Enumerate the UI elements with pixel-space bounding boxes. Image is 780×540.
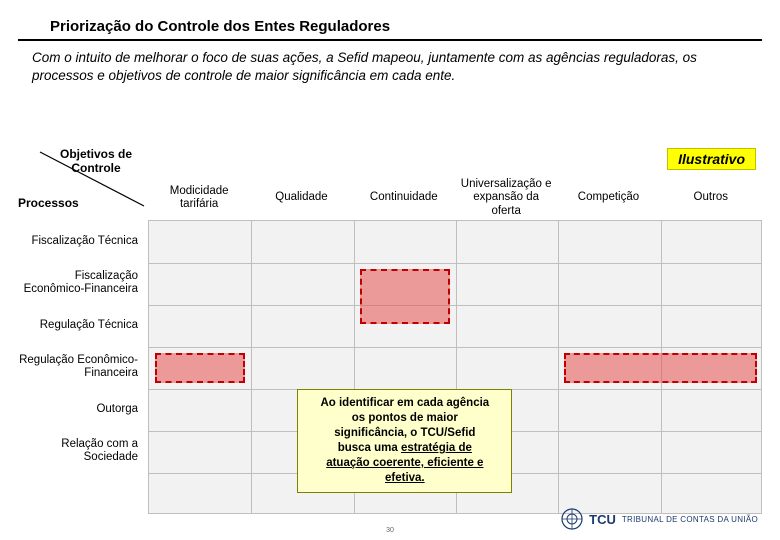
row-label: Fiscalização Técnica bbox=[18, 220, 146, 262]
row-label: Regulação Econômico-Financeira bbox=[18, 346, 146, 388]
grid-hline bbox=[149, 305, 761, 306]
column-headers: Modicidade tarifáriaQualidadeContinuidad… bbox=[148, 178, 762, 218]
callout-box: Ao identificar em cada agênciaos pontos … bbox=[297, 389, 512, 493]
axis-x-label: Processos bbox=[18, 196, 118, 210]
highlight-box bbox=[564, 353, 757, 383]
grid-vline bbox=[251, 221, 252, 513]
page-title: Priorização do Controle dos Entes Regula… bbox=[18, 0, 762, 41]
column-header: Universalização e expansão da oferta bbox=[455, 178, 557, 218]
row-label: Fiscalização Econômico-Financeira bbox=[18, 262, 146, 304]
column-header: Competição bbox=[557, 178, 659, 218]
column-header: Outros bbox=[660, 178, 762, 218]
page-number: 30 bbox=[386, 527, 394, 534]
grid-vline bbox=[558, 221, 559, 513]
highlight-box bbox=[155, 353, 245, 383]
grid-hline bbox=[149, 347, 761, 348]
row-labels: Fiscalização TécnicaFiscalização Econômi… bbox=[18, 220, 146, 472]
footer-logo: TCU TRIBUNAL DE CONTAS DA UNIÃO bbox=[561, 508, 758, 530]
highlight-box bbox=[360, 269, 450, 324]
row-label: Regulação Técnica bbox=[18, 304, 146, 346]
page-subtitle: Com o intuito de melhorar o foco de suas… bbox=[0, 41, 780, 84]
column-header: Continuidade bbox=[353, 178, 455, 218]
column-header: Qualidade bbox=[250, 178, 352, 218]
illustrative-badge: Ilustrativo bbox=[667, 148, 756, 170]
tcu-logo-icon bbox=[561, 508, 583, 530]
axis-y-label: Objetivos de Controle bbox=[54, 148, 138, 176]
row-label: Relação com a Sociedade bbox=[18, 430, 146, 472]
logo-long: TRIBUNAL DE CONTAS DA UNIÃO bbox=[622, 515, 758, 524]
column-header: Modicidade tarifária bbox=[148, 178, 250, 218]
logo-short: TCU bbox=[589, 512, 616, 527]
grid-area: Ao identificar em cada agênciaos pontos … bbox=[148, 220, 762, 514]
row-label: Outorga bbox=[18, 388, 146, 430]
grid-hline bbox=[149, 263, 761, 264]
